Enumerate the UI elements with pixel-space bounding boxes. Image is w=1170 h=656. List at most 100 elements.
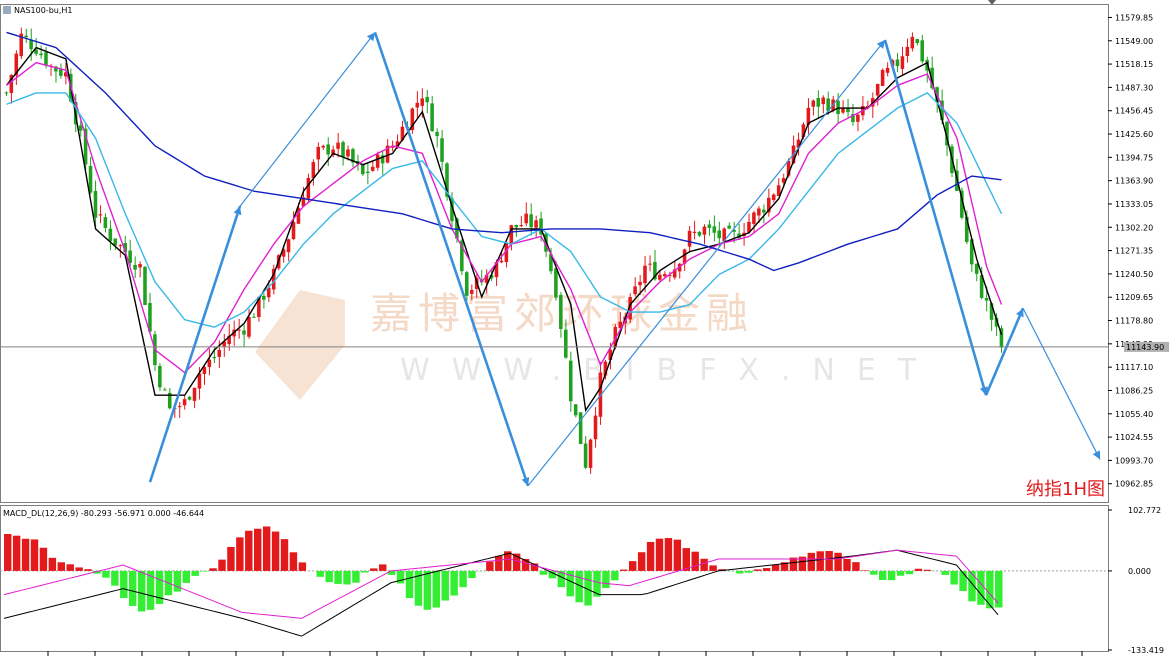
trend-arrow-head: [233, 206, 242, 216]
macd-bar: [102, 570, 110, 578]
candle-body: [801, 124, 806, 138]
macd-bar: [271, 531, 280, 571]
candle-body: [648, 263, 652, 265]
candle-body: [455, 218, 459, 239]
macd-bar: [111, 570, 119, 586]
candle-body: [39, 53, 43, 56]
candle-body: [281, 249, 286, 257]
moving-averages: [5, 31, 1003, 413]
candle-body: [722, 228, 726, 242]
candle-body: [806, 107, 811, 125]
candle-body: [222, 341, 226, 347]
macd-bar: [146, 570, 155, 610]
candle-body: [732, 229, 736, 232]
candle-body: [811, 100, 816, 107]
macd-bar: [780, 562, 789, 571]
candle-body: [29, 39, 33, 50]
candle-body: [197, 373, 202, 389]
macd-bar: [646, 541, 655, 571]
candle-body: [464, 272, 469, 296]
candle-body: [940, 100, 944, 121]
price-tick-label: 11549.00: [1115, 37, 1153, 46]
trend-arrow-head: [1016, 308, 1024, 318]
candle-body: [460, 240, 464, 272]
candle-body: [301, 197, 306, 207]
candle-body: [326, 144, 330, 155]
candle-body: [717, 230, 722, 239]
macd-bar: [887, 570, 896, 581]
macd-bar: [789, 557, 798, 571]
macd-bar: [334, 570, 342, 584]
macd-title: MACD_DL(12,26,9) -80.293 -56.971 0.000 -…: [3, 509, 204, 518]
candle-body: [509, 225, 514, 245]
symbol-icon: [3, 6, 11, 14]
macd-bar: [512, 553, 521, 571]
current-price-tag: [1124, 341, 1169, 352]
candle-body: [687, 230, 692, 247]
candle-body: [83, 128, 88, 165]
candle-body: [400, 126, 405, 141]
macd-bar: [379, 564, 387, 571]
macd-bar: [405, 570, 414, 599]
candle-body: [14, 53, 19, 76]
macd-bar: [495, 555, 503, 571]
candle-body: [118, 245, 123, 247]
price-tick-label: 11086.25: [1115, 386, 1153, 395]
candle-body: [435, 131, 439, 137]
trend-arrow-segment: [373, 32, 530, 487]
macd-bar: [977, 570, 985, 605]
macd-bar: [450, 570, 458, 596]
candle-body: [776, 185, 781, 196]
candle-body: [296, 207, 301, 224]
candle-body: [628, 297, 632, 320]
macd-bar: [504, 551, 512, 571]
candle-body: [346, 149, 350, 157]
macd-bar: [611, 570, 619, 581]
macd-bar: [825, 550, 833, 571]
moving-average-line: [5, 46, 1003, 413]
macd-bar: [343, 570, 351, 585]
candle-body: [559, 294, 563, 329]
candle-body: [727, 225, 731, 229]
macd-bar: [262, 526, 271, 571]
candle-body: [846, 108, 850, 113]
moving-average-line: [6, 61, 1003, 374]
macd-bar: [986, 570, 994, 609]
macd-bar: [200, 570, 208, 572]
candle-body: [638, 281, 642, 286]
macd-bar: [530, 563, 539, 571]
macd-bar: [236, 537, 244, 571]
macd-bar: [807, 552, 815, 571]
candle-body: [78, 125, 83, 131]
candle-body: [390, 146, 395, 148]
macd-bar: [66, 564, 74, 571]
candle-body: [291, 222, 296, 239]
macd-bar: [120, 570, 128, 598]
trend-arrow-segment: [883, 39, 988, 396]
candle-body: [519, 225, 524, 227]
macd-bar: [191, 570, 199, 576]
candle-body: [875, 83, 880, 96]
candle-body: [237, 329, 241, 331]
candle-body: [821, 97, 825, 105]
macd-bar: [664, 538, 673, 571]
candle-body: [613, 326, 618, 348]
candle-body: [9, 74, 14, 94]
macd-bar: [370, 568, 378, 571]
candle-body: [336, 142, 340, 149]
candle-body: [712, 226, 717, 233]
candle-body: [88, 166, 93, 193]
candle-body: [663, 274, 667, 277]
macd-bar: [905, 570, 914, 575]
candle-body: [796, 139, 801, 148]
candle-body: [93, 190, 98, 218]
macd-bar: [557, 570, 565, 588]
candle-body: [568, 360, 573, 402]
candle-body: [786, 160, 791, 176]
macd-bar: [602, 570, 610, 589]
candle-body: [202, 367, 207, 375]
macd-bar: [468, 570, 476, 579]
macd-bar: [548, 570, 557, 579]
candle-body: [19, 33, 24, 57]
candle-body: [643, 265, 647, 284]
